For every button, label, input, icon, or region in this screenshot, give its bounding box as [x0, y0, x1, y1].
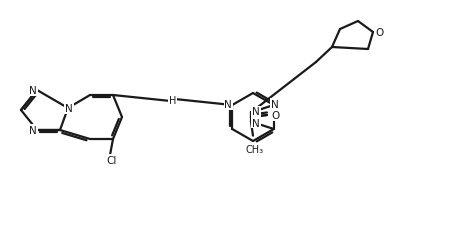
Text: N: N: [29, 126, 37, 135]
Text: N: N: [252, 107, 260, 117]
Text: N: N: [29, 86, 37, 96]
Text: N: N: [225, 99, 232, 110]
Text: O: O: [376, 28, 384, 38]
Text: Cl: Cl: [107, 155, 117, 165]
Text: CH₃: CH₃: [246, 144, 264, 154]
Text: N: N: [271, 99, 279, 110]
Text: N: N: [65, 104, 73, 113]
Text: N: N: [252, 118, 260, 128]
Text: H: H: [169, 96, 176, 106]
Text: O: O: [272, 110, 280, 120]
